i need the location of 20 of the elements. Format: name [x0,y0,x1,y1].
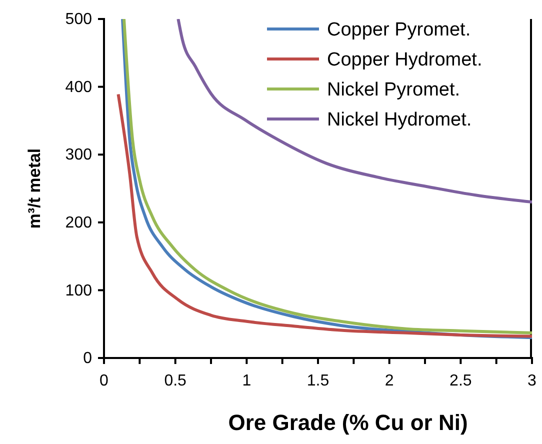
x-tick-label: 1.5 [306,372,330,390]
x-tick-label: 0.5 [164,372,187,390]
legend-label: Copper Pyromet. [327,20,471,41]
x-tick-label: 0 [100,372,109,390]
legend-label: Nickel Hydromet. [327,110,472,131]
x-tick-label: 2 [384,372,394,390]
y-tick-label: 500 [65,11,92,28]
y-axis-title: m³/t metal [25,148,44,229]
y-tick-label: 100 [65,282,92,300]
x-tick-label: 3 [528,372,537,390]
x-tick-label: 2.5 [450,372,472,390]
y-tick-label: 200 [65,214,92,232]
y-tick-label: 300 [65,146,92,164]
legend-label: Copper Hydromet. [327,50,482,71]
x-tick-label: 1 [242,372,252,390]
line-series [176,19,532,204]
x-axis-title: Ore Grade (% Cu or Ni) [228,410,468,435]
y-tick-label: 400 [65,78,92,96]
y-tick-label: 0 [83,350,92,368]
legend-label: Nickel Pyromet. [327,80,460,101]
